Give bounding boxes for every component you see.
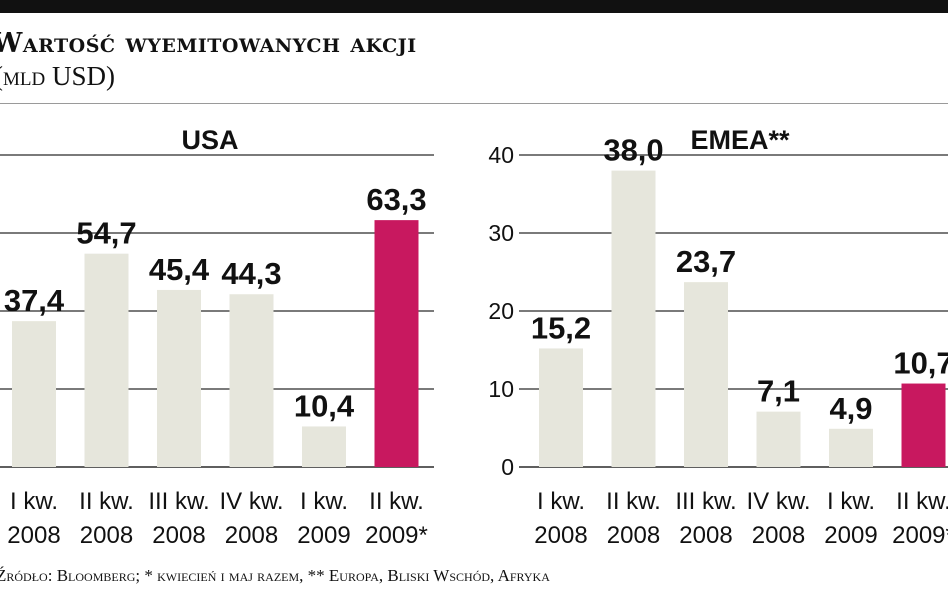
usa-category-label-quarter: II kw.	[369, 488, 424, 515]
emea-category-label-quarter: I kw.	[537, 488, 585, 515]
usa-category-label-quarter: IV kw.	[219, 488, 283, 515]
usa-value-label: 37,4	[4, 283, 65, 318]
usa-category-label-year: 2009*	[365, 522, 428, 549]
emea-bar	[829, 428, 873, 467]
emea-value-label: 10,7	[893, 346, 948, 381]
usa-value-label: 45,4	[149, 252, 210, 287]
usa-bar	[374, 220, 419, 467]
usa-value-label: 63,3	[366, 182, 426, 217]
usa-category-label-year: 2008	[152, 522, 205, 549]
emea-category-label-quarter: III kw.	[675, 488, 736, 515]
emea-y-tick-label: 0	[501, 454, 514, 480]
emea-chart-title: EMEA**	[690, 125, 790, 155]
usa-category-label-year: 2008	[225, 522, 278, 549]
usa-category-label-year: 2009	[297, 522, 350, 549]
top-bar	[0, 0, 948, 13]
unit-label: mld	[3, 61, 46, 91]
emea-value-label: 4,9	[829, 391, 872, 426]
emea-bar	[756, 411, 801, 467]
usa-value-label: 54,7	[76, 216, 136, 251]
usa-bar	[84, 253, 129, 467]
emea-bar	[611, 170, 656, 467]
emea-category-label-quarter: IV kw.	[746, 488, 810, 515]
chart-subtitle: (mld USD)	[0, 61, 115, 92]
usa-category-label-quarter: III kw.	[148, 488, 209, 515]
emea-category-label-quarter: I kw.	[827, 488, 875, 515]
emea-category-label-quarter: II kw.	[896, 488, 948, 515]
usa-value-label: 10,4	[294, 388, 355, 423]
usa-category-label-quarter: I kw.	[300, 488, 348, 515]
header-divider	[0, 103, 948, 104]
usa-bar-chart: USA 37,4 I kw. 2008 54,7 II kw. 2008 45,4 III kw…	[0, 125, 434, 549]
emea-category-label-year: 2008	[607, 522, 660, 549]
usa-bar	[12, 321, 56, 467]
source-note: Źródło: Bloomberg; * kwiecień i maj raze…	[0, 566, 550, 585]
emea-category-label-year: 2009*	[892, 522, 948, 549]
usa-category-label-year: 2008	[80, 522, 133, 549]
emea-value-label: 7,1	[757, 374, 800, 409]
emea-y-tick-label: 20	[488, 298, 514, 324]
emea-category-label-year: 2009	[824, 522, 877, 549]
emea-value-label: 38,0	[603, 133, 663, 168]
usa-category-label-quarter: II kw.	[79, 488, 134, 515]
usa-bar	[302, 426, 346, 467]
emea-value-label: 23,7	[676, 244, 736, 279]
emea-category-label-year: 2008	[752, 522, 805, 549]
usa-value-label: 44,3	[221, 256, 281, 291]
emea-category-label-year: 2008	[679, 522, 732, 549]
emea-y-tick-label: 40	[488, 142, 514, 168]
emea-bar	[684, 282, 728, 467]
emea-bar-chart: 0 10 20 30 40 EMEA** 15,2 I kw. 2008 38,0 II kw. 20…	[488, 125, 948, 549]
emea-y-tick-label: 30	[488, 220, 514, 246]
emea-value-label: 15,2	[531, 310, 591, 345]
usa-bar	[229, 294, 274, 467]
currency-label: USD)	[51, 61, 115, 91]
emea-bar	[539, 348, 583, 467]
emea-category-label-quarter: II kw.	[606, 488, 661, 515]
usa-chart-title: USA	[181, 125, 238, 155]
usa-bar	[157, 289, 201, 467]
usa-category-label-quarter: I kw.	[10, 488, 58, 515]
emea-bar	[901, 383, 946, 467]
chart-main-title: Wartość wyemitowanych akcji	[0, 28, 417, 59]
emea-category-label-year: 2008	[534, 522, 587, 549]
emea-y-tick-label: 10	[488, 376, 514, 402]
usa-category-label-year: 2008	[7, 522, 60, 549]
